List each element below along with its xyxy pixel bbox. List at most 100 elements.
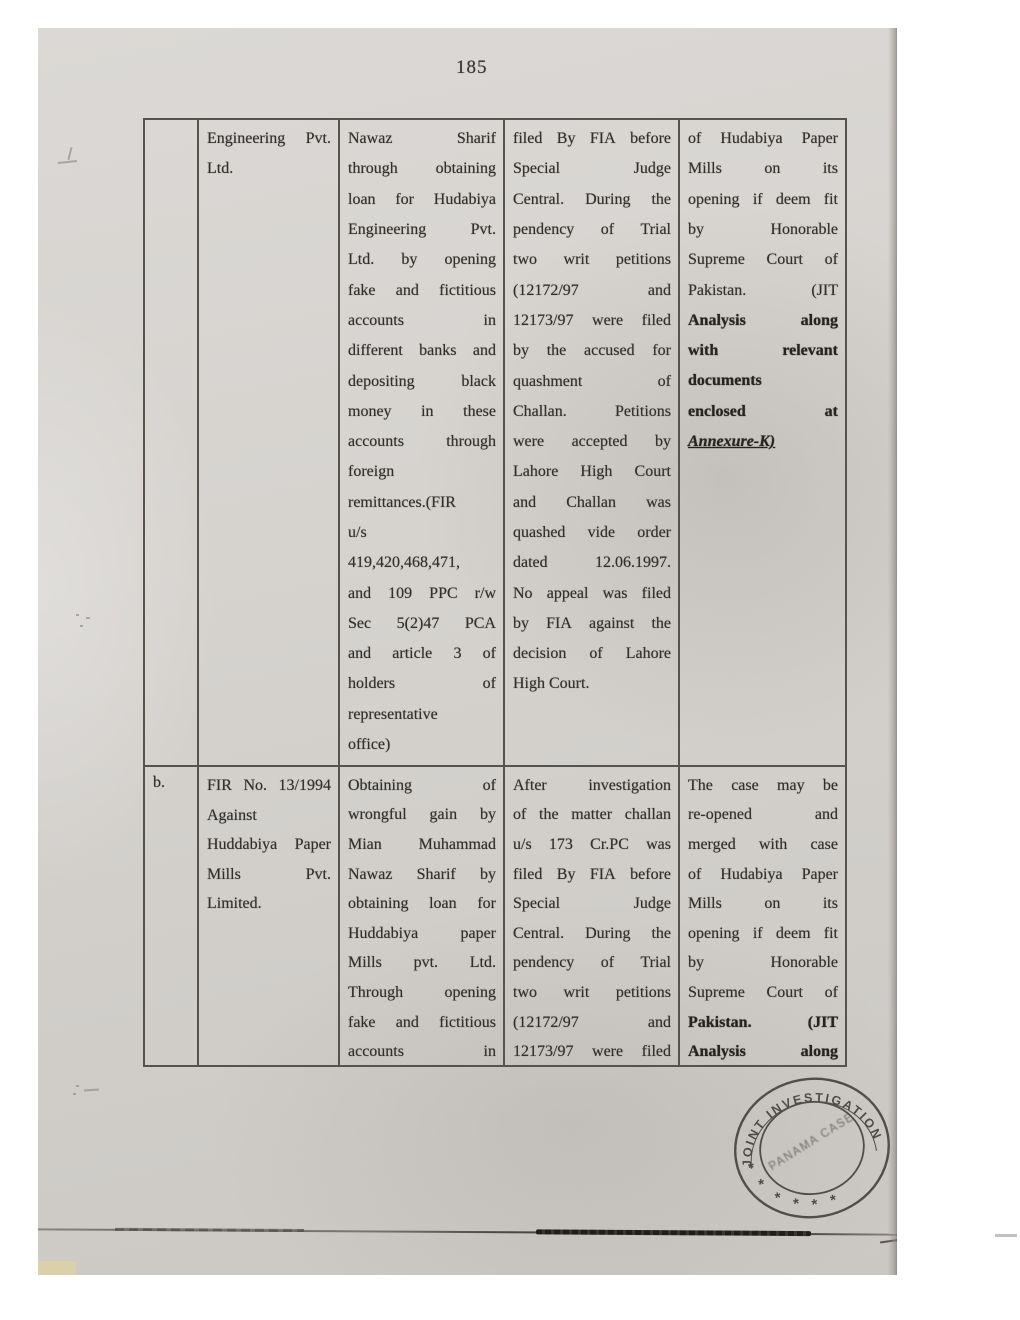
text-line: of the matter challan <box>513 806 671 824</box>
status-cell: After investigation of the matter challan u/s 1… <box>505 767 680 1067</box>
text-line: and article 3 of <box>348 645 496 663</box>
svg-text:*: * <box>757 1176 766 1194</box>
text-line: documents <box>688 372 762 390</box>
text-line: re-opened and <box>688 806 838 824</box>
text-line: (12172/97 and <box>513 1013 671 1031</box>
text-line: decision of Lahore <box>513 645 671 663</box>
text-line: Huddabiya Paper <box>207 835 331 853</box>
text-line: money in these <box>348 402 496 420</box>
text-line: opening if deem fit <box>688 924 838 942</box>
text-line: Central. During the <box>513 924 671 942</box>
text-line: Mills on its <box>688 160 838 178</box>
text-line: loan for Hudabiya <box>348 190 496 208</box>
text-line: holders of <box>348 675 496 693</box>
text-line: by Honorable <box>688 954 838 972</box>
jit-finding-cell: The case may be re-opened and merged with case of… <box>680 767 847 1067</box>
text-line: High Court. <box>513 675 590 693</box>
row-letter-cell: b. <box>145 767 199 1067</box>
text-line: Against <box>207 806 257 824</box>
text-line: Nawaz Sharif <box>348 130 496 148</box>
text-line: u/s 173 Cr.PC was <box>513 835 671 853</box>
text-line: and Challan was <box>513 493 671 511</box>
pencil-mark <box>70 610 94 632</box>
text-line: Pakistan. (JIT <box>688 281 838 299</box>
text-line: fake and fictitious <box>348 1013 496 1031</box>
svg-text:*: * <box>829 1192 838 1210</box>
text-line: two writ petitions <box>513 251 671 269</box>
text-line: depositing black <box>348 372 496 390</box>
text-line: FIR No. 13/1994 <box>207 776 331 794</box>
text-line: merged with case <box>688 835 838 853</box>
stamp-stars: * * * * * * <box>747 1159 838 1214</box>
text-line: 12173/97 were filed <box>513 1043 671 1061</box>
corner-chip <box>38 1261 76 1275</box>
text-line: remittances.(FIR <box>348 493 456 511</box>
text-line: quashment of <box>513 372 671 390</box>
text-line: Ltd. by opening <box>348 251 496 269</box>
jit-finding-cell: of Hudabiya Paper Mills on its opening if deem fi… <box>680 120 847 767</box>
text-line: of Hudabiya Paper <box>688 130 838 148</box>
svg-text:*: * <box>792 1195 801 1213</box>
text-line: Mills Pvt. <box>207 865 331 883</box>
text-line: After investigation <box>513 776 671 794</box>
text-line: Challan. Petitions <box>513 402 671 420</box>
text-line: Huddabiya paper <box>348 924 496 942</box>
text-line: 12173/97 were filed <box>513 311 671 329</box>
status-cell: filed By FIA before Special Judge Central. Duri… <box>505 120 680 767</box>
svg-text:*: * <box>810 1196 819 1214</box>
text-line: by Honorable <box>688 221 838 239</box>
row-letter-cell <box>145 120 199 767</box>
text-line: filed By FIA before <box>513 130 671 148</box>
text-line: Supreme Court of <box>688 251 838 269</box>
text-line: two writ petitions <box>513 983 671 1001</box>
text-line: by the accused for <box>513 342 671 360</box>
text-line: dated 12.06.1997. <box>513 554 671 572</box>
svg-text:*: * <box>747 1159 756 1177</box>
text-line: filed By FIA before <box>513 865 671 883</box>
text-line: by FIA against the <box>513 614 671 632</box>
fir-title-cell: Engineering Pvt. Ltd. <box>199 120 340 767</box>
text-line: obtaining loan for <box>348 895 496 913</box>
scanned-paper-sheet: 185 Engineering Pvt. Ltd. Nawaz Sharif throu… <box>38 28 897 1275</box>
text-line: Through opening <box>348 983 496 1001</box>
stamp-center-text: PANAMA CASE <box>767 1111 857 1173</box>
text-line: Supreme Court of <box>688 983 838 1001</box>
text-line: pendency of Trial <box>513 954 671 972</box>
text-line: Special Judge <box>513 895 671 913</box>
text-line: enclosed at <box>688 402 838 420</box>
text-line: Sec 5(2)47 PCA <box>348 614 496 632</box>
page-number: 185 <box>456 57 488 78</box>
text-line: u/s <box>348 523 367 541</box>
text-line: No appeal was filed <box>513 584 671 602</box>
text-line: Annexure-K) <box>688 432 776 450</box>
text-line: accounts in <box>348 311 496 329</box>
text-line: and 109 PPC r/w <box>348 584 496 602</box>
scan-margin-dash <box>995 1234 1017 1237</box>
text-line: accounts through <box>348 433 496 451</box>
text-line: foreign <box>348 463 395 481</box>
text-line: different banks and <box>348 342 496 360</box>
text-line: pendency of Trial <box>513 221 671 239</box>
text-line: Mills on its <box>688 895 838 913</box>
allegation-cell: Nawaz Sharif through obtaining loan for Hudabi… <box>340 120 505 767</box>
text-line: Ltd. <box>207 160 234 178</box>
text-line: Analysis along <box>688 1043 838 1061</box>
text-line: The case may be <box>688 776 838 794</box>
text-line: representative <box>348 705 438 723</box>
text-line: Nawaz Sharif by <box>348 865 496 883</box>
jit-stamp: JOINT INVESTIGATION TE PANAMA CASE * * *… <box>678 1066 890 1219</box>
text-line: wrongful gain by <box>348 806 496 824</box>
text-line: were accepted by <box>513 433 671 451</box>
text-line: fake and fictitious <box>348 281 496 299</box>
case-table: Engineering Pvt. Ltd. Nawaz Sharif through ob… <box>143 118 847 1067</box>
scan-edge-dash <box>879 1238 897 1244</box>
allegation-cell: Obtaining of wrongful gain by Mian Muhammad Naw… <box>340 767 505 1067</box>
text-line: Engineering Pvt. <box>207 130 331 148</box>
text-line: Central. During the <box>513 190 671 208</box>
pencil-mark <box>72 1080 102 1100</box>
text-line: 419,420,468,471, <box>348 554 460 572</box>
svg-text:*: * <box>774 1189 783 1207</box>
text-line: Lahore High Court <box>513 463 671 481</box>
text-line: Analysis along <box>688 311 838 329</box>
text-line: with relevant <box>688 342 838 360</box>
